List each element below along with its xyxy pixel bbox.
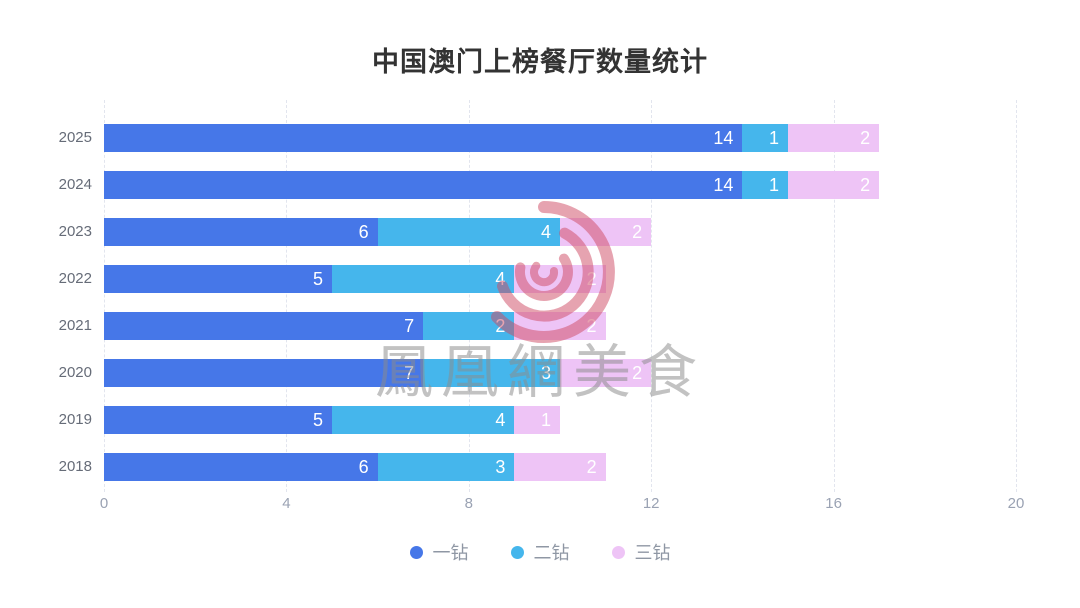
bar-value-label: 4 <box>495 269 506 289</box>
bar-value-label: 2 <box>860 128 871 148</box>
x-axis-tick-20: 20 <box>1007 495 1025 512</box>
bar-value-label: 2 <box>632 222 643 242</box>
bar-value-label: 6 <box>358 457 369 477</box>
bar-segment-2021-二钻[interactable]: 2 <box>423 312 515 340</box>
bar-value-label: 7 <box>404 316 415 336</box>
bar-value-label: 2 <box>586 457 597 477</box>
bar-value-label: 7 <box>404 363 415 383</box>
bar-segment-2018-二钻[interactable]: 3 <box>377 453 515 481</box>
category-label-2024: 2024 <box>58 176 92 193</box>
bar-segment-2019-二钻[interactable]: 4 <box>332 406 515 434</box>
x-axis-tick-8: 8 <box>464 495 473 512</box>
bar-segment-2019-三钻[interactable]: 1 <box>514 406 560 434</box>
legend-label: 三钻 <box>634 543 671 563</box>
bar-segment-2025-三钻[interactable]: 2 <box>787 124 880 152</box>
gridline-x-8 <box>468 100 470 492</box>
bar-row-2023: 6 4 2 <box>104 218 652 246</box>
bar-segment-2021-一钻[interactable]: 7 <box>104 312 424 340</box>
legend-label: 二钻 <box>533 543 570 563</box>
bar-segment-2023-一钻[interactable]: 6 <box>104 218 378 246</box>
bar-segment-2020-三钻[interactable]: 2 <box>559 359 652 387</box>
category-label-2021: 2021 <box>58 317 92 334</box>
bar-segment-2024-一钻[interactable]: 14 <box>104 171 743 199</box>
gridline-x-4 <box>286 100 288 492</box>
legend-dot-icon <box>611 545 625 559</box>
bar-value-label: 2 <box>860 175 871 195</box>
bar-segment-2023-三钻[interactable]: 2 <box>559 218 652 246</box>
bar-value-label: 2 <box>586 269 597 289</box>
x-axis-tick-4: 4 <box>282 495 291 512</box>
category-label-2020: 2020 <box>58 364 92 381</box>
gridline-x-16 <box>833 100 835 492</box>
bar-segment-2018-三钻[interactable]: 2 <box>514 453 606 481</box>
bar-value-label: 5 <box>312 410 323 430</box>
category-label-2018: 2018 <box>58 458 92 475</box>
bar-value-label: 6 <box>358 222 369 242</box>
bar-value-label: 2 <box>586 316 597 336</box>
chart-title: 中国澳门上榜餐厅数量统计 <box>372 47 708 77</box>
gridline-x-0 <box>104 100 105 492</box>
bar-value-label: 14 <box>713 128 734 148</box>
bar-segment-2022-一钻[interactable]: 5 <box>104 265 332 293</box>
bar-value-label: 2 <box>495 316 506 336</box>
x-axis-tick-16: 16 <box>825 495 842 512</box>
bar-segment-2019-一钻[interactable]: 5 <box>104 406 332 434</box>
bar-value-label: 1 <box>768 175 779 195</box>
bar-value-label: 3 <box>495 457 506 477</box>
bar-segment-2020-二钻[interactable]: 3 <box>423 359 560 387</box>
legend: 一钻 二钻 三钻 <box>0 539 1080 565</box>
bar-segment-2024-二钻[interactable]: 1 <box>742 171 788 199</box>
bar-value-label: 5 <box>312 269 323 289</box>
bar-segment-2022-二钻[interactable]: 4 <box>332 265 515 293</box>
gridline-x-20 <box>1016 100 1017 492</box>
bar-value-label: 2 <box>632 363 643 383</box>
bar-value-label: 14 <box>713 175 734 195</box>
bar-row-2019: 5 4 1 <box>104 406 560 434</box>
legend-dot-icon <box>510 545 524 559</box>
bar-segment-2023-二钻[interactable]: 4 <box>377 218 560 246</box>
x-axis-tick-12: 12 <box>642 495 660 512</box>
bar-row-2021: 7 2 2 <box>104 312 606 340</box>
bar-row-2024: 14 1 2 <box>104 171 880 199</box>
bar-value-label: 4 <box>495 410 506 430</box>
bar-value-label: 1 <box>768 128 779 148</box>
legend-item-一钻[interactable]: 一钻 <box>409 539 469 565</box>
bar-segment-2024-三钻[interactable]: 2 <box>787 171 880 199</box>
legend-dot-icon <box>409 545 423 559</box>
bar-value-label: 4 <box>540 222 551 242</box>
category-label-2023: 2023 <box>58 223 92 240</box>
category-label-2025: 2025 <box>58 129 92 146</box>
bar-segment-2021-三钻[interactable]: 2 <box>514 312 606 340</box>
category-label-2019: 2019 <box>58 411 92 428</box>
bar-row-2018: 6 3 2 <box>104 453 606 481</box>
bar-segment-2025-一钻[interactable]: 14 <box>104 124 743 152</box>
bar-row-2025: 14 1 2 <box>104 124 880 152</box>
bar-segment-2025-二钻[interactable]: 1 <box>742 124 788 152</box>
legend-item-二钻[interactable]: 二钻 <box>510 539 570 565</box>
x-axis-tick-0: 0 <box>99 495 109 512</box>
legend-label: 一钻 <box>432 543 469 563</box>
bar-value-label: 3 <box>540 363 551 383</box>
legend-item-三钻[interactable]: 三钻 <box>611 539 671 565</box>
bar-segment-2020-一钻[interactable]: 7 <box>104 359 424 387</box>
category-label-2022: 2022 <box>58 270 92 287</box>
gridline-x-12 <box>651 100 653 492</box>
bar-segment-2018-一钻[interactable]: 6 <box>104 453 378 481</box>
bar-value-label: 1 <box>540 410 551 430</box>
bar-row-2020: 7 3 2 <box>104 359 652 387</box>
bar-segment-2022-三钻[interactable]: 2 <box>514 265 606 293</box>
bar-row-2022: 5 4 2 <box>104 265 606 293</box>
